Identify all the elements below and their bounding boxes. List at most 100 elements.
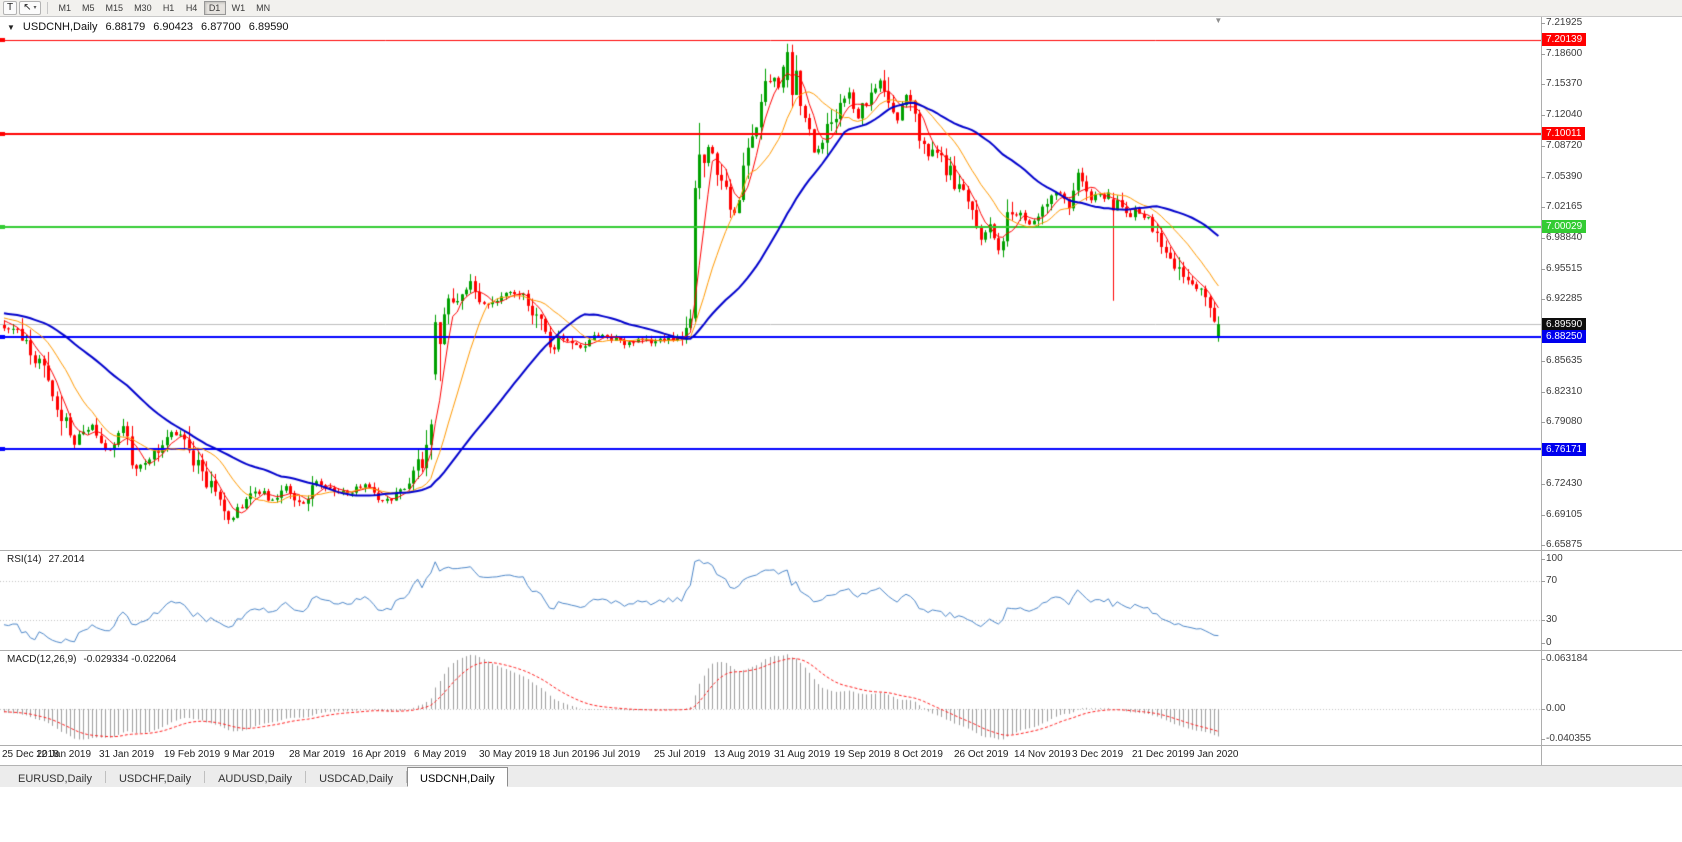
price-tick-label: 6.79080 [1540,416,1583,428]
text-tool-label: T [7,2,14,13]
timeframe-button-h1[interactable]: H1 [162,3,175,13]
ohlc-high: 6.90423 [153,21,194,33]
price-badge-7.10011: 7.10011 [1542,127,1586,141]
text-tool-button[interactable]: T [3,1,18,15]
time-axis-label: 25 Dec 2018 [2,749,59,760]
rsi-scale-label: 30 [1540,614,1558,626]
time-axis-label: 9 Mar 2019 [224,749,275,760]
symbol-dropdown-icon[interactable]: ▼ [7,22,15,32]
time-axis-label: 13 Aug 2019 [714,749,771,760]
time-axis-label: 21 Dec 2019 [1132,749,1189,760]
macd-pane-title: MACD(12,26,9) -0.029334 -0.022064 [7,654,176,665]
price-tick-label: 6.92285 [1540,293,1583,305]
chart-tab-usdchf[interactable]: USDCHF,Daily [118,772,192,785]
price-tick-label: 6.95515 [1540,262,1583,274]
chart-window: ▼ USDCNH,Daily 6.88179 6.90423 6.87700 6… [0,16,1682,765]
macd-name: MACD(12,26,9) [7,654,77,665]
time-scale: 25 Dec 2018 12 Jan 2019 31 Jan 2019 19 Feb … [0,746,1541,765]
chart-shift-marker[interactable]: ▼ [1214,16,1223,25]
timeframe-button-w1[interactable]: W1 [231,3,246,13]
price-tick-label: 7.18600 [1540,47,1583,59]
time-axis-label: 9 Jan 2020 [1189,749,1239,760]
rsi-pane-title: RSI(14) 27.2014 [7,554,85,565]
price-tick-label: 6.72430 [1540,477,1583,489]
pane-separator [0,745,1682,746]
price-badge-7.20139: 7.20139 [1542,33,1587,47]
price-scale-border [1541,17,1542,765]
time-axis-label: 14 Nov 2019 [1014,749,1071,760]
timeframe-button-h4[interactable]: H4 [185,3,198,13]
chart-tab-audusd[interactable]: AUDUSD,Daily [218,772,293,785]
timeframe-button-m30[interactable]: M30 [134,3,152,13]
symbol-period-label: USDCNH,Daily [22,21,98,33]
timeframe-toolbar: M1 M5 M15 M30 H1 H4 D1 W1 MN [54,1,276,15]
ohlc-open: 6.88179 [105,21,146,33]
ohlc-close: 6.89590 [248,21,289,33]
tab-separator [104,770,106,783]
price-chart-canvas[interactable] [0,17,1541,550]
rsi-scale-label: 70 [1540,574,1558,586]
chart-tab-usdcnh[interactable]: USDCNH,Daily [407,767,508,787]
timeframe-button-m15[interactable]: M15 [105,3,124,13]
time-axis-label: 3 Dec 2019 [1072,749,1124,760]
price-badge-7.00029: 7.00029 [1542,220,1587,234]
timeframe-button-d1[interactable]: D1 [203,1,226,15]
time-axis-label: 6 May 2019 [414,749,467,760]
price-tick-label: 6.85635 [1540,354,1583,366]
price-badge-6.76171: 6.76171 [1542,442,1587,456]
time-axis-label: 30 May 2019 [479,749,537,760]
chart-tabs-bar: EURUSD,Daily USDCHF,Daily AUDUSD,Daily USDC… [0,765,1682,787]
price-tick-label: 7.05390 [1540,171,1583,182]
price-tick-label: 7.08720 [1540,139,1583,151]
tab-separator [305,770,307,783]
macd-indicator-canvas[interactable] [0,651,1541,745]
rsi-value: 27.2014 [48,554,85,565]
ohlc-low: 6.87700 [201,21,241,33]
toolbar-separator [46,2,48,14]
cursor-tool-icon: ↖ [23,2,32,13]
rsi-indicator-canvas[interactable] [0,551,1541,650]
chart-tab-eurusd[interactable]: EURUSD,Daily [18,772,92,785]
price-tick-label: 7.15370 [1540,78,1583,90]
price-badge-6.89590: 6.89590 [1542,317,1587,331]
time-axis-label: 19 Sep 2019 [834,749,891,760]
top-toolbar: T ↖ ▾ M1 M5 M15 M30 H1 H4 D1 W1 MN [0,0,1682,17]
time-axis-label: 31 Aug 2019 [774,749,831,760]
tab-separator [406,770,408,783]
timeframe-button-m1[interactable]: M1 [58,3,72,13]
price-badge-6.88250: 6.88250 [1542,330,1587,344]
price-tick-label: 6.82310 [1540,385,1583,397]
time-axis-label: 31 Jan 2019 [99,749,155,760]
rsi-name: RSI(14) [7,554,42,565]
price-tick-label: 7.21925 [1540,17,1583,28]
time-axis-label: 8 Oct 2019 [894,749,943,760]
time-axis-label: 6 Jul 2019 [594,749,641,760]
rsi-scale-label: 0 [1541,637,1552,648]
pane-separator[interactable] [0,650,1682,651]
chart-header: ▼ USDCNH,Daily 6.88179 6.90423 6.87700 6… [7,21,289,33]
timeframe-button-m5[interactable]: M5 [82,3,95,13]
cursor-tool-button[interactable]: ↖ ▾ [19,1,41,15]
time-axis-label: 26 Oct 2019 [954,749,1009,760]
tab-separator [204,770,206,783]
time-axis-label: 28 Mar 2019 [289,749,346,760]
macd-scale-label: 0.063184 [1541,653,1588,664]
pane-separator[interactable] [0,550,1682,551]
macd-value: -0.029334 -0.022064 [83,654,177,665]
price-tick-label: 7.12040 [1540,109,1583,121]
time-axis-label: 19 Feb 2019 [164,749,221,760]
price-tick-label: 6.69105 [1540,508,1583,520]
rsi-scale-label: 100 [1541,553,1563,564]
timeframe-button-mn[interactable]: MN [256,3,271,13]
macd-scale-label: -0.040355 [1540,733,1592,744]
macd-scale-label: 0.00 [1540,702,1566,714]
chevron-down-icon: ▾ [33,5,37,11]
time-axis-label: 16 Apr 2019 [352,749,406,760]
time-axis-label: 25 Jul 2019 [654,749,706,760]
chart-tab-usdcad[interactable]: USDCAD,Daily [319,772,394,785]
time-axis-label: 18 Jun 2019 [539,749,595,760]
time-axis-label: 12 Jan 2019 [36,749,92,760]
price-tick-label: 7.02165 [1540,201,1583,213]
price-tick-label: 6.98840 [1540,232,1583,243]
